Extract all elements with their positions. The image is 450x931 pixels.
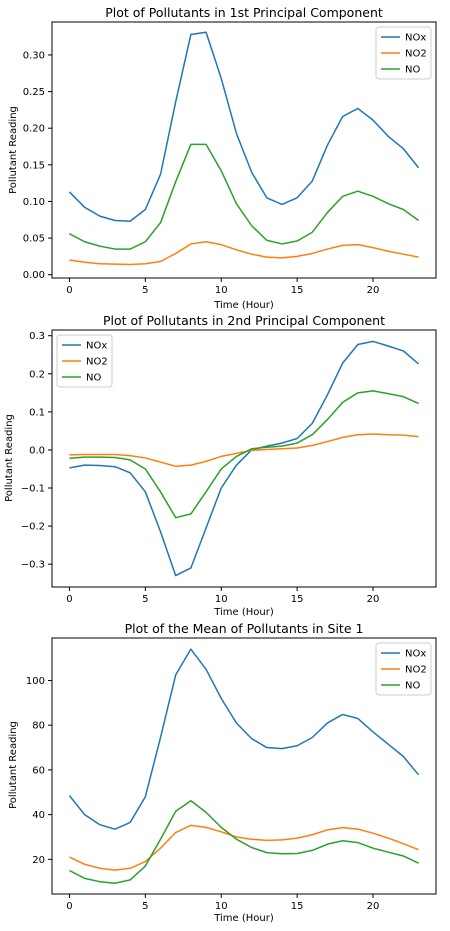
x-tick-label: 5 xyxy=(142,285,148,296)
x-tick-label: 0 xyxy=(66,285,72,296)
legend-label-no: NO xyxy=(405,65,420,76)
series-line-no2 xyxy=(69,433,419,468)
legend-box xyxy=(56,334,113,388)
chart-title: Plot of Pollutants in 2nd Principal Comp… xyxy=(103,313,385,328)
x-tick-label: 20 xyxy=(367,901,380,912)
y-axis-label: Pollutant Reading xyxy=(8,106,19,194)
y-tick-label: −0.2 xyxy=(21,522,45,533)
y-tick-label: 0.25 xyxy=(23,87,45,98)
x-tick-label: 5 xyxy=(142,594,148,605)
x-tick-label: 10 xyxy=(215,901,228,912)
legend-label-nox: NOx xyxy=(405,649,426,660)
y-tick-label: 0.20 xyxy=(23,124,45,135)
y-tick-label: 60 xyxy=(32,765,45,776)
y-tick-label: −0.3 xyxy=(21,560,45,571)
legend-label-no2: NO2 xyxy=(405,665,427,676)
y-tick-label: 0.10 xyxy=(23,197,45,208)
legend-label-no: NO xyxy=(86,373,101,384)
plot-area-frame xyxy=(51,329,437,588)
y-tick-label: 0.00 xyxy=(23,270,45,281)
x-tick-label: 15 xyxy=(291,901,304,912)
series-line-nox xyxy=(68,31,420,222)
x-tick-label: 0 xyxy=(66,901,72,912)
legend-label-no2: NO2 xyxy=(86,357,108,368)
series-line-nox xyxy=(68,648,420,830)
x-tick-label: 10 xyxy=(215,594,228,605)
legend-label-nox: NOx xyxy=(86,341,107,352)
series-line-no xyxy=(69,390,419,519)
chart-panel-pc2: Plot of Pollutants in 2nd Principal Comp… xyxy=(4,313,437,618)
x-tick-label: 10 xyxy=(215,285,228,296)
plot-area-frame xyxy=(51,637,437,895)
y-tick-label: 80 xyxy=(32,721,45,732)
legend-label-no2: NO2 xyxy=(405,49,427,60)
legend-box xyxy=(375,26,432,80)
x-axis-label: Time (Hour) xyxy=(213,607,274,618)
x-tick-label: 5 xyxy=(142,901,148,912)
y-axis-label: Pollutant Reading xyxy=(8,721,19,809)
chart-title: Plot of the Mean of Pollutants in Site 1 xyxy=(125,621,364,636)
x-tick-label: 20 xyxy=(367,285,380,296)
series-line-no2 xyxy=(69,240,419,266)
y-tick-label: 0.0 xyxy=(29,445,45,456)
legend-label-no: NO xyxy=(405,681,420,692)
y-tick-label: 0.05 xyxy=(23,234,45,245)
series-line-no xyxy=(69,143,419,250)
y-tick-label: 40 xyxy=(32,810,45,821)
x-tick-label: 15 xyxy=(291,594,304,605)
plot-area-frame xyxy=(51,21,437,279)
x-axis-label: Time (Hour) xyxy=(213,300,274,311)
series-line-nox xyxy=(69,340,420,577)
legend-box xyxy=(375,642,432,696)
series-line-no xyxy=(69,800,419,885)
chart-panel-pc1: Plot of Pollutants in 1st Principal Comp… xyxy=(8,5,437,311)
y-tick-label: 0.15 xyxy=(23,160,45,171)
chart-panel-site1-mean: Plot of the Mean of Pollutants in Site 1… xyxy=(8,621,437,924)
y-tick-label: 0.3 xyxy=(29,331,45,342)
y-tick-label: 0.30 xyxy=(23,50,45,61)
y-tick-label: 100 xyxy=(26,676,45,687)
x-tick-label: 0 xyxy=(66,594,72,605)
y-axis-label: Pollutant Reading xyxy=(4,414,15,502)
y-tick-label: 0.1 xyxy=(29,407,45,418)
legend-label-nox: NOx xyxy=(405,33,426,44)
x-tick-label: 15 xyxy=(291,285,304,296)
y-tick-label: −0.1 xyxy=(21,484,45,495)
x-tick-label: 20 xyxy=(367,594,380,605)
chart-title: Plot of Pollutants in 1st Principal Comp… xyxy=(105,5,383,20)
y-tick-label: 20 xyxy=(32,855,45,866)
x-axis-label: Time (Hour) xyxy=(213,913,274,924)
series-line-no2 xyxy=(69,824,419,871)
y-tick-label: 0.2 xyxy=(29,369,45,380)
